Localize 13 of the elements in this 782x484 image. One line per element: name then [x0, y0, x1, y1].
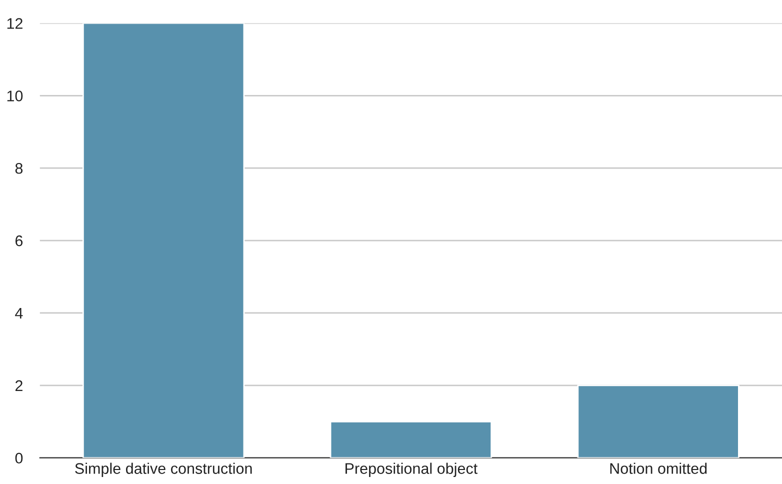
x-tick-label: Prepositional object	[346, 462, 478, 477]
bar	[82, 23, 245, 458]
y-tick-label: 12	[7, 18, 22, 29]
y-tick-label: 4	[15, 308, 23, 319]
y-tick-label: 10	[7, 90, 23, 102]
y-tick-label: 2	[15, 380, 22, 391]
y-tick-label: 8	[15, 162, 23, 174]
bar	[330, 420, 492, 458]
y-tick-label: 6	[15, 235, 23, 246]
y-tick-label: 0	[15, 452, 23, 464]
bar	[577, 384, 740, 458]
x-tick-label: Simple dative construction	[75, 462, 252, 477]
x-tick-label: Notion omitted	[610, 462, 707, 474]
